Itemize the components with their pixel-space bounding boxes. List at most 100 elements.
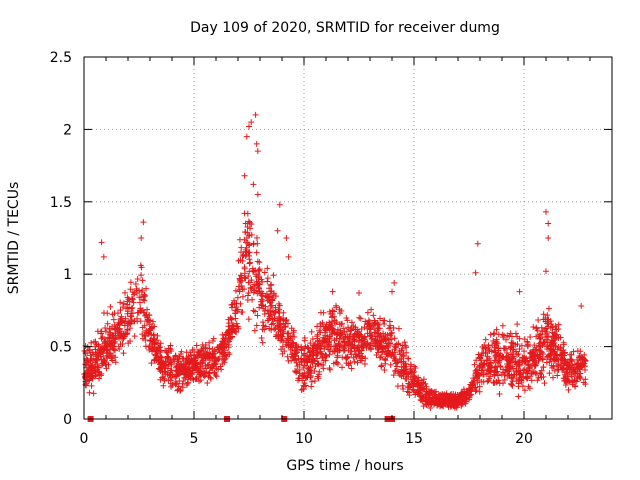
data-point — [405, 373, 412, 380]
data-point — [131, 333, 138, 340]
data-point — [481, 360, 488, 367]
data-point — [487, 373, 494, 380]
data-point — [151, 348, 158, 355]
data-point — [407, 368, 414, 375]
data-point — [304, 374, 311, 381]
data-point — [120, 300, 127, 307]
data-point — [303, 362, 310, 369]
data-point — [395, 368, 402, 375]
data-point — [471, 361, 478, 368]
data-point — [562, 371, 569, 378]
data-point — [235, 283, 242, 290]
data-point — [337, 347, 344, 354]
data-point — [289, 353, 296, 360]
data-point — [543, 359, 550, 366]
y-tick-label: 2 — [63, 122, 72, 138]
data-point — [244, 223, 251, 230]
data-point — [219, 331, 226, 338]
data-point — [359, 344, 366, 351]
data-point — [551, 367, 558, 374]
data-point — [485, 342, 492, 349]
data-point — [387, 361, 394, 368]
data-point — [491, 330, 498, 337]
data-point — [351, 358, 358, 365]
data-point — [372, 337, 379, 344]
data-point — [250, 307, 257, 314]
data-point — [500, 334, 507, 341]
data-point — [398, 364, 405, 371]
data-point — [261, 269, 268, 276]
data-point — [270, 272, 277, 279]
data-point — [378, 363, 385, 370]
data-point — [248, 119, 255, 126]
data-point — [116, 346, 123, 353]
data-point — [514, 341, 521, 348]
data-point — [476, 362, 483, 369]
data-point — [348, 365, 355, 372]
data-point — [211, 348, 218, 355]
data-point — [245, 290, 252, 296]
data-point — [526, 354, 533, 361]
data-point — [246, 249, 253, 256]
data-point — [103, 347, 110, 354]
data-point — [415, 374, 422, 381]
data-point — [507, 346, 514, 353]
data-point — [339, 339, 346, 346]
data-point — [493, 336, 500, 343]
data-point — [109, 342, 116, 349]
data-point — [476, 383, 483, 390]
data-point — [88, 382, 95, 389]
data-point — [124, 301, 131, 308]
data-point — [543, 354, 550, 361]
data-point — [242, 229, 249, 236]
data-point — [537, 334, 544, 341]
data-point — [254, 191, 261, 198]
data-point — [309, 358, 316, 365]
data-point — [228, 334, 235, 341]
data-point — [380, 317, 387, 324]
data-point — [246, 279, 253, 286]
data-point — [368, 306, 375, 313]
data-point — [117, 307, 124, 314]
data-point — [525, 361, 532, 368]
data-point — [559, 351, 566, 358]
data-point — [256, 304, 263, 311]
data-point — [84, 350, 91, 357]
data-point — [231, 300, 238, 307]
data-point — [169, 382, 176, 389]
data-point — [478, 369, 485, 376]
data-point — [516, 288, 523, 295]
data-point — [254, 148, 261, 155]
data-point — [535, 317, 542, 324]
data-point — [505, 352, 512, 359]
data-point — [516, 345, 523, 352]
data-point — [204, 380, 211, 387]
data-point — [499, 322, 506, 329]
data-point — [533, 324, 540, 331]
data-point — [295, 377, 302, 384]
data-point — [216, 349, 223, 356]
data-point — [415, 389, 422, 396]
data-point — [120, 330, 127, 337]
data-point — [84, 362, 91, 369]
data-point — [527, 333, 534, 340]
data-point — [393, 363, 400, 370]
data-point — [167, 345, 174, 352]
data-point — [193, 342, 200, 349]
data-point — [333, 359, 340, 366]
data-point — [343, 355, 350, 362]
data-point — [187, 352, 194, 359]
data-point — [193, 375, 200, 382]
data-point — [302, 382, 309, 389]
data-point — [302, 357, 309, 364]
data-point — [104, 338, 111, 345]
data-point — [577, 375, 584, 382]
data-point — [543, 208, 549, 215]
data-point — [479, 344, 486, 351]
data-point — [266, 313, 273, 320]
data-point — [106, 335, 113, 342]
data-point — [173, 363, 180, 370]
data-point — [185, 379, 192, 386]
data-point — [142, 292, 149, 299]
data-point — [490, 338, 497, 345]
